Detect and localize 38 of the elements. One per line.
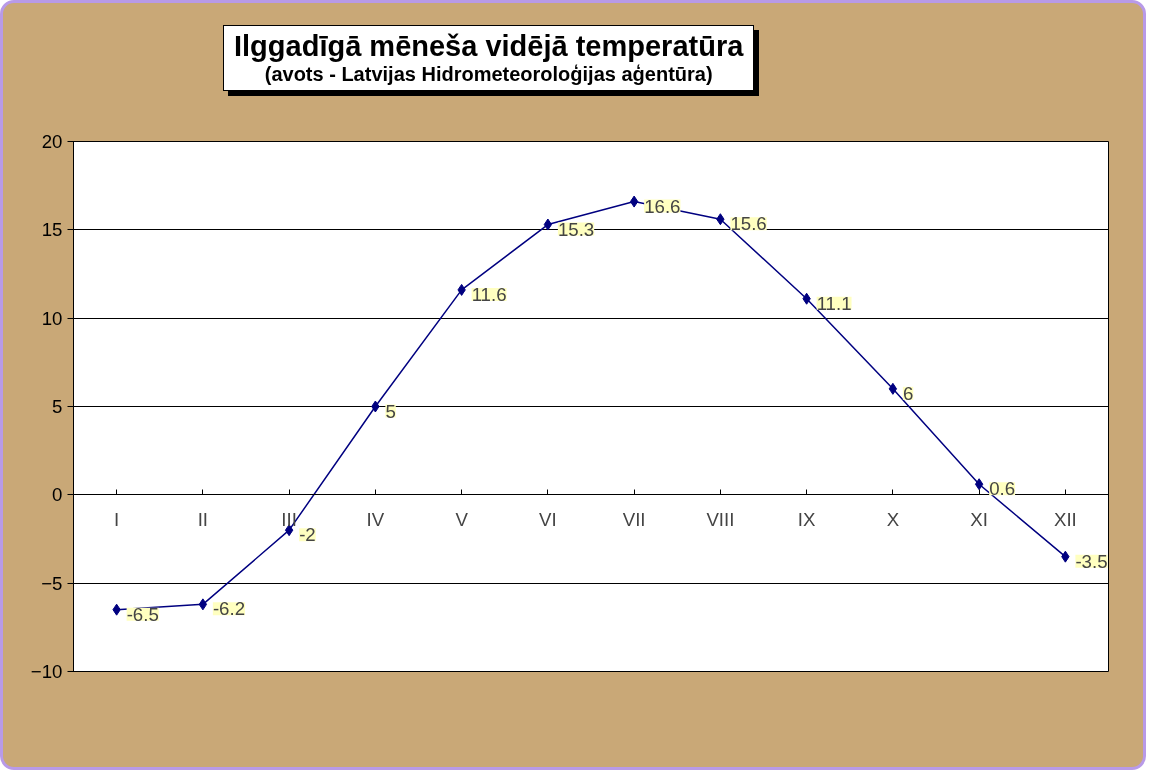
x-tick-label: XI [970,508,988,530]
x-tick-label: VII [622,508,646,530]
x-tick-label: IX [797,508,816,530]
y-tick-label: −10 [30,661,63,683]
point [974,478,984,491]
x-tick-label: III [281,508,297,530]
chart-subtitle: (avots - Latvijas Hidrometeoroloģijas aģentūra) [263,63,714,86]
data-label: 16.6 [644,195,681,217]
point [888,382,898,395]
data-label: -2 [299,524,316,546]
x-tick-label: VI [539,508,557,530]
data-label: -3.5 [1075,550,1108,572]
data-label: 11.1 [816,292,852,314]
x-tick-label: IV [366,508,385,530]
y-tick-label: 10 [41,307,63,329]
x-tick-label: I [114,508,120,530]
x-tick-label: V [455,508,469,530]
y-tick-label: 0 [52,484,63,506]
y-tick-label: 20 [41,131,63,153]
point [543,218,553,231]
y-tick-label: 15 [41,219,63,241]
data-label: 15.3 [557,218,595,240]
chart-title: Ilggadīgā mēneša vidējā temperatūra [234,30,744,63]
x-tick-label: VIII [706,508,735,530]
data-label: 15.6 [730,213,767,235]
data-label: 11.6 [471,284,507,306]
data-label: -6.5 [126,603,159,625]
y-tick-label: −5 [41,572,63,594]
data-label: 5 [385,400,396,422]
point [198,598,208,611]
x-tick-label: XII [1053,508,1077,530]
data-label: 0.6 [989,478,1016,500]
x-tick-label: II [197,508,209,530]
data-label: 6 [902,382,914,404]
x-tick-label: X [886,508,900,530]
point [629,195,639,208]
y-tick-label: 5 [52,396,63,418]
data-label: -6.2 [212,598,246,620]
